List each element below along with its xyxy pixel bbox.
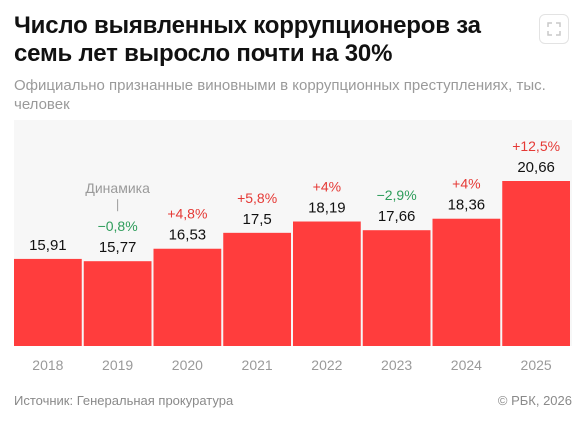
value-label-2018: 15,91 — [29, 237, 67, 254]
bar-2025 — [502, 181, 570, 346]
value-label-2024: 18,36 — [448, 197, 486, 214]
change-label-2025: +12,5% — [512, 138, 560, 154]
x-tick-2022: 2022 — [311, 357, 342, 373]
bar-2022 — [293, 221, 361, 346]
bar-2019 — [83, 261, 152, 346]
dynamics-annotation: Динамика — [85, 180, 150, 196]
value-label-2025: 20,66 — [517, 159, 555, 176]
source-note: Источник: Генеральная прокуратура — [14, 393, 234, 408]
bar-2023 — [362, 230, 431, 346]
x-tick-2024: 2024 — [451, 357, 482, 373]
bar-2018 — [14, 258, 82, 346]
bar-2024 — [432, 218, 501, 346]
x-tick-2023: 2023 — [381, 357, 412, 373]
change-label-2020: +4,8% — [167, 206, 207, 222]
change-label-2021: +5,8% — [237, 190, 277, 206]
expand-icon[interactable] — [539, 14, 569, 44]
x-tick-2018: 2018 — [32, 357, 63, 373]
bar-2020 — [153, 248, 222, 346]
expand-icon-glyph — [547, 22, 561, 36]
bar-chart: 15,91 2018 15,77 −0,8% 2019 16,53 +4,8% 2020 17,… — [14, 120, 572, 373]
change-label-2024: +4% — [452, 176, 480, 192]
change-label-2019: −0,8% — [98, 218, 138, 234]
change-label-2022: +4% — [313, 179, 341, 195]
value-label-2020: 16,53 — [169, 227, 207, 244]
bar-2021 — [223, 232, 291, 346]
value-label-2022: 18,19 — [308, 200, 346, 217]
value-label-2019: 15,77 — [99, 239, 137, 256]
chart-subtitle: Официально признанные виновными в корруп… — [14, 77, 546, 113]
change-label-2023: −2,9% — [377, 187, 417, 203]
value-label-2023: 17,66 — [378, 208, 416, 225]
x-tick-2021: 2021 — [242, 357, 273, 373]
x-tick-2020: 2020 — [172, 357, 203, 373]
x-tick-2019: 2019 — [102, 357, 133, 373]
copyright: © РБК, 2026 — [497, 393, 572, 408]
value-label-2021: 17,5 — [243, 211, 272, 228]
x-tick-2025: 2025 — [521, 357, 552, 373]
chart-title: Число выявленных коррупционеров за семь … — [14, 12, 481, 67]
